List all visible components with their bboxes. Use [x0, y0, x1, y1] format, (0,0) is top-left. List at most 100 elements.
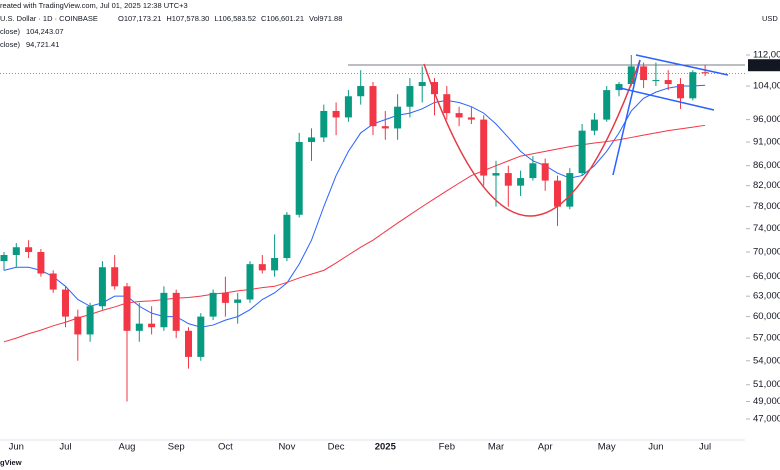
- x-tick-label: Nov: [278, 442, 295, 453]
- candle-body: [406, 86, 414, 107]
- candle-body: [640, 66, 648, 81]
- ohlc-value: Vol971.88: [309, 14, 342, 23]
- x-tick-label: Apr: [538, 442, 553, 453]
- candle-body: [480, 119, 488, 176]
- y-tick-label: 63,000: [753, 291, 780, 302]
- x-tick-label: Feb: [439, 442, 455, 453]
- y-tick-label: 70,000: [753, 247, 780, 258]
- candle-body: [369, 86, 377, 127]
- candle-body: [160, 292, 168, 328]
- candle-body: [86, 306, 94, 335]
- legend-name: close): [0, 40, 21, 49]
- candle-body: [148, 323, 156, 328]
- candle-body: [295, 142, 303, 215]
- legend-value: 104,243.07: [26, 27, 64, 36]
- cup-drawing: [423, 59, 641, 217]
- candle-body: [123, 286, 131, 331]
- candle-body: [49, 273, 57, 290]
- flag-lower: [619, 87, 715, 111]
- moving-average: [3, 124, 706, 343]
- candle-body: [209, 292, 217, 317]
- ohlc-value: C106,601.21: [261, 14, 304, 23]
- candle-body: [74, 316, 82, 335]
- y-tick-label: 66,000: [753, 271, 780, 282]
- x-tick-label: Mar: [488, 442, 504, 453]
- y-tick-label: 91,000: [753, 137, 780, 148]
- flag-upper: [635, 54, 729, 76]
- candle-body: [221, 292, 229, 303]
- y-tick-label: 57,000: [753, 333, 780, 344]
- candle-body: [320, 110, 328, 138]
- candle-body: [135, 323, 143, 331]
- moving-average: [3, 84, 706, 328]
- ohlc-value: L106,583.52: [214, 14, 256, 23]
- currency: USD: [762, 14, 778, 23]
- y-tick-label: 82,000: [753, 180, 780, 191]
- x-tick-label: May: [598, 442, 616, 453]
- ohlc-value: H107,578.30: [166, 14, 209, 23]
- y-tick-label: 78,000: [753, 201, 780, 212]
- candle-body: [0, 255, 8, 262]
- ohlc-value: O107,173.21: [118, 14, 161, 23]
- candle-body: [37, 251, 45, 274]
- candle-body: [578, 130, 586, 174]
- credit: reated with TradingView.com, Jul 01, 202…: [0, 1, 188, 10]
- candle-body: [234, 299, 242, 303]
- y-tick-label: 86,000: [753, 160, 780, 171]
- symbol: U.S. Dollar · 1D · COINBASE: [0, 14, 98, 23]
- price-label: 109,300: [752, 60, 780, 71]
- x-tick-label: Oct: [218, 442, 233, 453]
- x-tick-label: Jul: [59, 442, 71, 453]
- candle-body: [283, 214, 291, 259]
- candle-body: [517, 178, 525, 186]
- candle-body: [308, 137, 315, 143]
- y-tick-label: 60,000: [753, 311, 780, 322]
- x-tick-label: Sep: [168, 442, 185, 453]
- candle-body: [529, 163, 537, 179]
- x-tick-label: Jun: [9, 442, 24, 453]
- y-tick-label: 47,000: [753, 413, 780, 424]
- candle-body: [566, 173, 574, 207]
- x-tick-label: Jun: [648, 442, 663, 453]
- candle-body: [615, 84, 623, 91]
- footer: gView: [0, 458, 22, 467]
- candle-body: [357, 86, 365, 97]
- candle-body: [492, 173, 500, 176]
- candle-body: [197, 316, 205, 357]
- candle-body: [603, 90, 611, 120]
- candle-body: [25, 247, 33, 252]
- x-tick-label: Dec: [328, 442, 345, 453]
- candle-body: [172, 292, 180, 331]
- candle-body: [431, 82, 438, 95]
- candle-body: [443, 94, 451, 114]
- candle-body: [258, 264, 266, 271]
- candle-body: [332, 110, 340, 118]
- x-tick-label: 2025: [375, 442, 397, 453]
- candle-body: [185, 330, 192, 357]
- y-tick-label: 54,000: [753, 355, 780, 366]
- candle-body: [344, 96, 352, 118]
- candle-body: [381, 126, 389, 129]
- y-tick-label: 51,000: [753, 379, 780, 390]
- y-tick-label: 74,000: [753, 223, 780, 234]
- flagpole: [612, 59, 641, 176]
- legend-value: 94,721.41: [26, 40, 59, 49]
- candle-body: [689, 72, 697, 99]
- candle-body: [652, 80, 660, 82]
- candle-body: [627, 66, 635, 85]
- candle-body: [677, 84, 684, 99]
- candle-body: [664, 80, 672, 85]
- candle-body: [701, 72, 709, 74]
- candle-body: [455, 113, 463, 118]
- x-tick-label: Aug: [119, 442, 136, 453]
- candle-body: [467, 117, 475, 120]
- candle-body: [541, 163, 549, 181]
- candle-body: [504, 173, 512, 186]
- y-tick-label: 96,000: [753, 114, 780, 125]
- legend-name: close): [0, 27, 21, 36]
- candle-body: [590, 119, 598, 131]
- candle-body: [418, 82, 426, 87]
- candle-body: [554, 180, 561, 207]
